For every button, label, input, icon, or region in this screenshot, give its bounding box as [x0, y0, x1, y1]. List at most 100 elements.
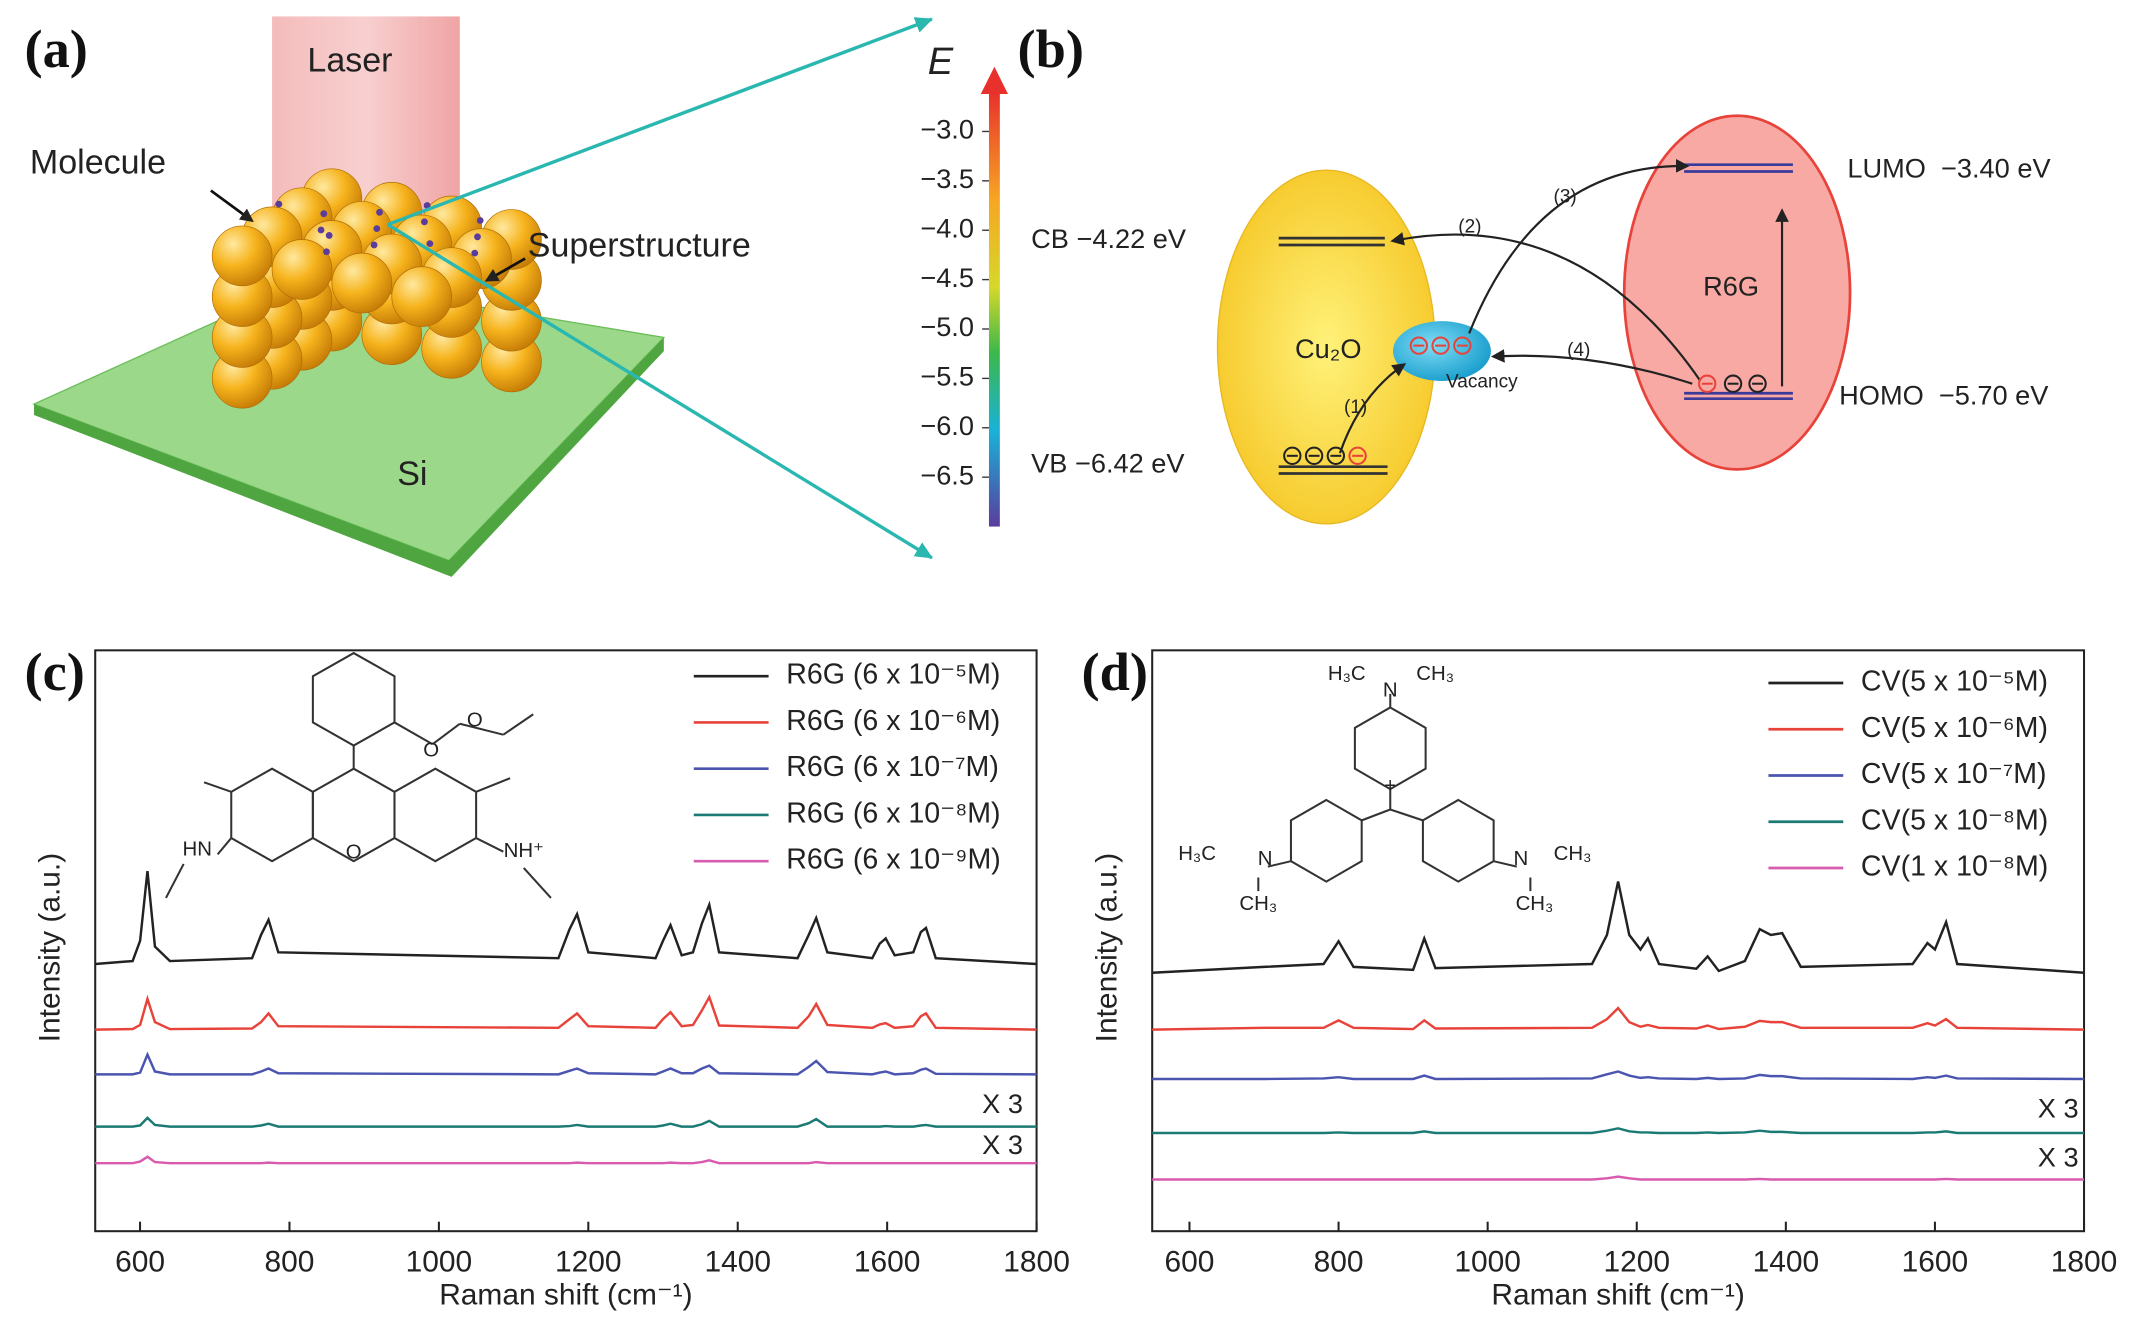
spectrum — [1152, 1006, 2085, 1031]
label: Cu₂O — [1295, 333, 1361, 364]
tick-label: −6.0 — [920, 410, 974, 441]
molecule-dot — [325, 232, 333, 239]
tick-label: −4.0 — [920, 212, 974, 243]
electron — [1453, 336, 1472, 355]
molecule-dot — [376, 208, 383, 216]
molecule-dot — [373, 225, 381, 233]
x-tick-label: 1800 — [2051, 1246, 2118, 1279]
x-tick-label: 1800 — [1003, 1246, 1070, 1279]
substrate-edge — [34, 337, 664, 577]
legend-label: R6G (6 x 10⁻⁷M) — [786, 751, 999, 783]
molecule-dot — [421, 218, 428, 226]
label: CB −4.22 eV — [1031, 223, 1187, 254]
electron — [1326, 446, 1346, 465]
molecule-dot — [426, 240, 434, 247]
label: Si — [397, 455, 427, 493]
plot-frame — [1151, 649, 2086, 1233]
annotation: X 3 — [2038, 1141, 2079, 1172]
zoom-arrow — [386, 223, 933, 560]
structure-label: O — [467, 709, 483, 731]
panel-d-structure — [1257, 693, 1532, 892]
label: LUMO −3.40 eV — [1847, 152, 2051, 183]
transfer-arrows — [1338, 159, 1789, 454]
x-tick-label: 800 — [1314, 1246, 1364, 1279]
label: Superstructure — [528, 227, 751, 265]
structure-label: H₃C — [1178, 843, 1216, 865]
levels — [1278, 163, 1793, 475]
legend-label: CV(5 x 10⁻⁸M) — [1861, 804, 2048, 836]
tick-label: −5.0 — [920, 311, 974, 342]
x-tick-label: 600 — [115, 1246, 165, 1279]
structure-label: NH⁺ — [504, 840, 544, 862]
sphere — [271, 239, 333, 300]
energy-arrow — [980, 66, 1009, 94]
tick-label: −6.5 — [920, 459, 974, 490]
molecule-dot — [320, 210, 328, 218]
x-tick-label: 1600 — [1902, 1246, 1969, 1279]
panel-label: (d) — [1081, 642, 1148, 702]
legend-label: CV(5 x 10⁻⁵M) — [1861, 666, 2048, 698]
electron — [1698, 374, 1717, 393]
pointer — [484, 257, 526, 282]
spectrum — [1152, 1070, 2085, 1081]
spectrum — [1152, 1175, 2085, 1181]
spectrum — [95, 870, 1037, 966]
legend-label: CV(1 x 10⁻⁸M) — [1861, 851, 2048, 883]
label: (2) — [1458, 216, 1481, 237]
electron — [1723, 374, 1743, 393]
molecule-dot — [370, 241, 378, 249]
structure-label: HN — [183, 839, 212, 861]
structure-label: O — [423, 739, 439, 761]
molecule-dot — [474, 233, 481, 241]
sphere — [391, 266, 452, 327]
vacancy — [1392, 321, 1491, 381]
structure-label: CH₃ — [1554, 843, 1592, 865]
tick-label: −3.5 — [920, 163, 974, 194]
molecule-dot — [317, 226, 325, 234]
pointer — [210, 189, 254, 223]
structure-label: H₃C — [1328, 663, 1366, 685]
label: (3) — [1553, 186, 1576, 207]
y-axis-label: Intensity (a.u.) — [1091, 853, 1124, 1042]
structure-label: CH₃ — [1416, 663, 1454, 685]
x-axis-label: Raman shift (cm⁻¹) — [1491, 1278, 1744, 1311]
label: (4) — [1567, 340, 1590, 361]
structure-label: CH₃ — [1516, 893, 1554, 915]
panel-b: (b) E CB −4.22 eV VB −6.42 eV Cu₂O Vacan… — [928, 19, 2051, 525]
electron — [1348, 446, 1367, 465]
label: HOMO −5.70 eV — [1839, 380, 2049, 411]
x-tick-label: 1400 — [704, 1246, 771, 1279]
label: Laser — [307, 42, 392, 80]
annotation: X 3 — [2038, 1092, 2079, 1123]
x-tick-label: 800 — [265, 1246, 315, 1279]
spectrum — [95, 1155, 1037, 1165]
x-tick-label: 1000 — [406, 1246, 473, 1279]
legend-label: R6G (6 x 10⁻⁹M) — [786, 844, 1000, 876]
panel-label: (c) — [24, 642, 84, 702]
label: Vacancy — [1446, 371, 1518, 392]
x-tick-label: 1000 — [1454, 1246, 1521, 1279]
structure-label: N — [1513, 848, 1528, 870]
molecule-dot — [275, 200, 283, 208]
y-axis-label: Intensity (a.u.) — [34, 853, 67, 1042]
tick-label: −3.0 — [920, 114, 974, 145]
panel-a: (a) Laser Molecule Superstructure Si — [24, 16, 934, 577]
x-tick-label: 1200 — [1603, 1246, 1670, 1279]
panel-c-structure — [165, 651, 552, 899]
energy-bar — [988, 91, 1000, 527]
plot-frame — [94, 649, 1038, 1233]
electron — [1748, 374, 1767, 393]
zoom-arrow — [387, 17, 934, 227]
electron — [1431, 336, 1450, 355]
superstructure — [211, 168, 542, 409]
x-tick-label: 1600 — [854, 1246, 921, 1279]
annotation: X 3 — [982, 1129, 1023, 1160]
legend-label: R6G (6 x 10⁻⁸M) — [786, 797, 1000, 829]
structure-label: O — [346, 841, 362, 863]
x-tick-label: 600 — [1165, 1246, 1215, 1279]
molecule-dot — [323, 248, 330, 256]
x-axis-label: Raman shift (cm⁻¹) — [439, 1278, 692, 1311]
structure-label: CH₃ — [1239, 893, 1277, 915]
